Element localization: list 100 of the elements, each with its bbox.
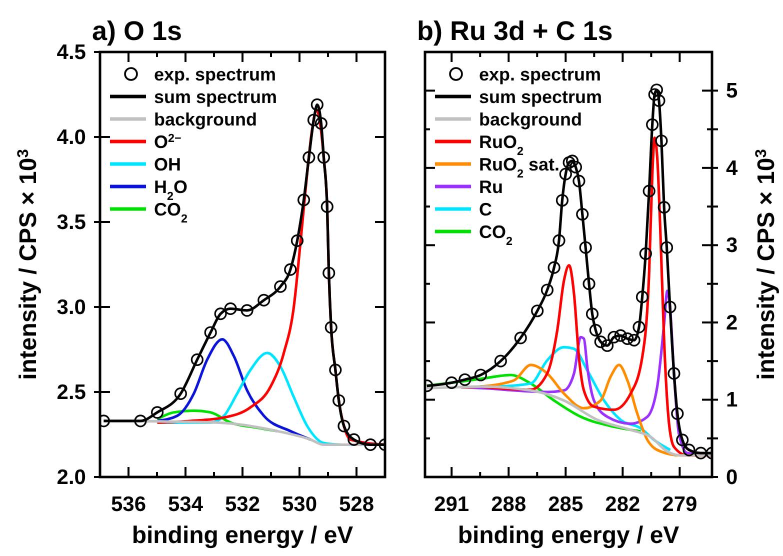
point: [608, 330, 620, 344]
point: [636, 290, 649, 304]
point: [572, 174, 586, 188]
point: [594, 335, 607, 348]
y-tick-label: 3.0: [56, 296, 86, 319]
point: [566, 154, 579, 168]
point: [474, 368, 487, 382]
point: [531, 304, 544, 318]
point: [648, 88, 661, 101]
point: [562, 156, 576, 169]
legend-label: exp. spectrum: [479, 64, 602, 84]
legend-label: sum spectrum: [479, 87, 602, 107]
x-tick-label: 285: [548, 493, 584, 516]
point: [338, 420, 350, 432]
point: [258, 294, 270, 306]
point: [329, 364, 342, 376]
point: [694, 446, 708, 460]
y-tick-label: 4.0: [56, 126, 86, 149]
point: [660, 241, 674, 254]
chart-title: b) Ru 3d + C 1s: [417, 16, 613, 46]
point: [589, 324, 602, 336]
legend-label: sum spectrum: [154, 87, 278, 107]
point: [290, 234, 304, 247]
point: [650, 84, 663, 96]
point: [174, 387, 187, 400]
point: [668, 367, 680, 380]
x-tick-label: 279: [662, 493, 698, 516]
y2-tick-label: 4: [726, 156, 738, 180]
legend-label: background: [479, 110, 582, 130]
point: [310, 98, 324, 111]
legend-label: CO$_{2}$: [154, 200, 188, 225]
point: [307, 114, 320, 126]
point: [642, 184, 656, 198]
point: [494, 354, 507, 368]
point: [658, 201, 670, 214]
point: [671, 407, 684, 420]
x-tick-label: 291: [434, 493, 470, 516]
x-tick-label: 534: [168, 493, 204, 516]
point: [628, 334, 640, 347]
point: [314, 117, 328, 130]
point: [297, 194, 310, 206]
point: [682, 444, 696, 456]
legend-label: RuO$_{2}$: [479, 132, 524, 158]
y-tick-label: 2.0: [56, 466, 86, 489]
x-tick-label: 288: [491, 493, 526, 516]
point: [204, 326, 217, 339]
y2-tick-label: 1: [726, 388, 738, 412]
point: [646, 118, 659, 131]
point: [284, 263, 297, 276]
point: [676, 434, 689, 446]
point: [514, 332, 527, 344]
point: [576, 208, 589, 221]
point: [579, 241, 592, 254]
point: [548, 261, 560, 274]
point: [639, 247, 652, 260]
point: [445, 376, 458, 390]
point: [317, 151, 330, 164]
legend-label: background: [154, 110, 258, 130]
legend-label: Ru: [479, 177, 503, 197]
chart-title: a) O 1s: [92, 16, 182, 46]
y2-tick-label: 2: [726, 311, 738, 334]
y2-tick-label: 3: [726, 234, 738, 258]
point: [324, 321, 338, 334]
legend-label: O$^{2−}$: [154, 132, 182, 152]
point: [559, 168, 572, 180]
point: [332, 394, 346, 407]
y2-tick-label: 0: [726, 466, 738, 489]
x-tick-label: 282: [605, 493, 640, 516]
point: [586, 308, 599, 320]
x-tick-label: 532: [224, 493, 260, 516]
y-tick-label: 4.5: [56, 41, 86, 64]
legend-label: exp. spectrum: [154, 64, 276, 84]
point: [274, 280, 287, 293]
point: [458, 373, 472, 386]
point: [600, 339, 614, 352]
point: [582, 278, 596, 290]
point: [621, 332, 634, 345]
legend-label: RuO$_{2}$ sat.: [479, 154, 560, 180]
x-axis-title: binding energy / eV: [132, 522, 354, 549]
x-tick-label: 528: [338, 493, 374, 516]
point: [652, 94, 666, 107]
point: [322, 266, 336, 280]
point: [150, 406, 164, 419]
point: [556, 194, 569, 207]
point: [302, 151, 316, 164]
point: [552, 234, 566, 247]
point: [320, 200, 334, 213]
x-tick-label: 530: [282, 493, 318, 516]
legend-label: H$_{2}$O: [154, 177, 188, 202]
point: [664, 300, 676, 314]
x-axis-title: binding energy / eV: [458, 522, 680, 549]
point: [190, 353, 204, 366]
point: [614, 329, 627, 342]
legend-label: CO$_{2}$: [479, 222, 513, 248]
x-tick-label: 536: [110, 493, 146, 516]
point: [655, 134, 668, 148]
y-tick-label: 3.5: [56, 211, 86, 234]
y-tick-label: 2.5: [56, 381, 86, 404]
y2-tick-label: 5: [726, 80, 738, 103]
point: [240, 304, 254, 317]
